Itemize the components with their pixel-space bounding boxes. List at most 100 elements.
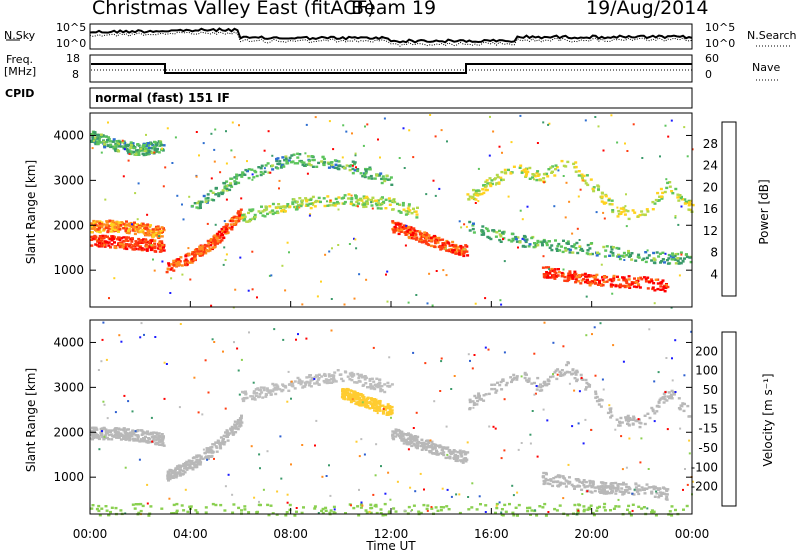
noise-cell [414,490,417,493]
noise-cell [547,123,550,126]
range-cell [372,403,375,406]
range-cell [170,469,174,473]
range-cell [544,477,548,481]
range-cell [232,223,236,226]
range-cell [333,159,337,162]
range-cell [666,262,670,265]
range-cell [242,399,246,402]
range-cell [156,226,160,230]
range-cell [154,431,158,434]
range-cell [373,398,376,401]
range-cell [169,268,173,271]
range-cell [138,440,142,443]
range-cell [175,473,179,476]
range-cell [124,144,128,147]
range-cell [510,240,514,243]
range-cell [468,195,472,198]
range-cell [654,514,658,517]
noise-cell [576,227,579,230]
colorbar-tick-label: 4 [710,267,718,281]
range-cell [100,237,104,240]
range-cell [551,484,555,488]
noise-cell [137,182,140,185]
range-cell [401,434,405,437]
range-cell [160,143,164,147]
noise-cell [176,194,179,197]
range-cell [286,203,290,206]
range-cell [425,439,428,443]
noise-cell [415,411,418,414]
range-cell [219,447,223,450]
range-cell [431,446,435,449]
range-cell [582,510,586,513]
range-cell [293,514,297,517]
range-cell [566,240,570,243]
range-cell [195,511,199,514]
range-cell [637,492,641,496]
noise-freq-strips [6,23,790,109]
range-cell [681,259,685,263]
range-cell [366,397,369,400]
range-cell [296,156,300,159]
noise-cell [412,427,415,429]
range-cell [609,278,613,281]
range-cell [132,146,136,150]
range-cell [203,451,207,455]
range-cell [427,234,431,237]
noise-tick-low: 10^0 [56,37,87,50]
range-cell [604,482,608,485]
noise-cell [127,159,130,162]
range-cell [582,508,586,512]
noise-cell [108,297,110,300]
range-cell [559,481,563,484]
range-cell [551,276,555,279]
range-cell [377,405,381,408]
noise-cell [582,442,585,445]
noise-cell [474,302,477,305]
range-cell [466,193,470,196]
range-cell [190,462,194,465]
range-cell [143,149,147,153]
range-cell [475,403,479,406]
range-cell [265,393,268,396]
noise-cell [534,509,536,512]
range-cell [433,444,437,448]
noise-cell [377,138,379,141]
range-cell [641,258,644,262]
range-cell [127,428,130,431]
range-cell [332,374,336,377]
range-cell [283,210,287,213]
range-cell [100,141,104,144]
noise-cell [500,303,503,306]
range-cell [222,443,226,446]
noise-cell [484,511,487,513]
range-cell [167,264,171,267]
range-cell [321,512,325,515]
noise-cell [225,162,228,165]
range-cell [590,242,594,245]
range-cell [588,385,591,388]
range-cell [543,240,547,243]
range-cell [671,192,675,195]
range-cell [408,236,412,240]
range-cell [424,448,428,451]
noise-cell [553,205,556,208]
range-cell [494,391,498,394]
noise-cell [410,510,412,513]
range-cell [256,510,259,514]
range-cell [117,427,121,430]
range-cell [657,255,661,258]
noise-cell [665,178,668,181]
range-cell [283,159,287,162]
range-cell [391,433,395,436]
range-cell [90,222,94,225]
noise-cell [683,126,686,129]
range-cell [370,204,374,207]
noise-cell [411,509,413,512]
noise-cell [691,480,694,483]
range-cell [584,280,587,284]
range-cell [379,197,383,201]
range-cell [92,222,96,225]
range-cell [143,232,147,235]
range-cell [633,211,637,214]
